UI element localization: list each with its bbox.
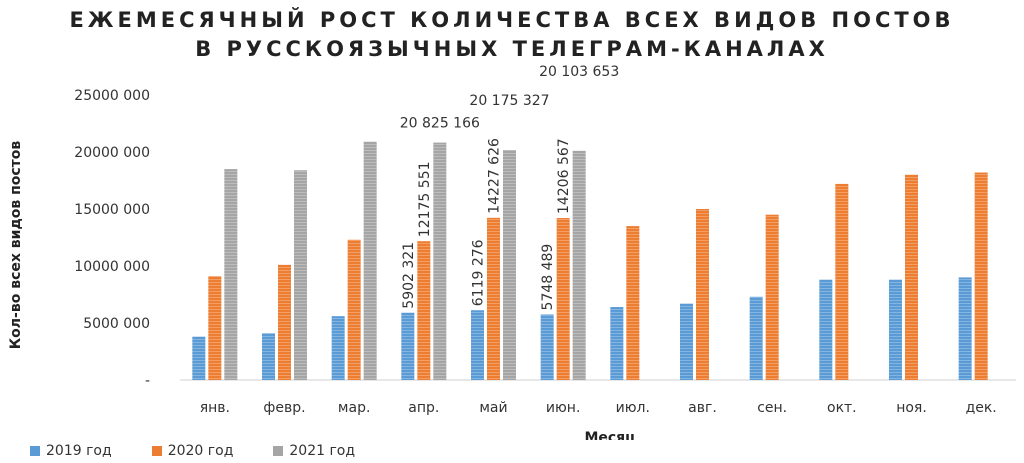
bar-texture (433, 142, 447, 380)
bar-texture (487, 217, 500, 380)
data-label: 14227 626 (487, 138, 503, 214)
legend-label: 2021 год (289, 443, 356, 459)
bar-texture (417, 241, 431, 380)
legend-swatch (273, 446, 284, 456)
x-tick-label: февр. (263, 400, 305, 416)
bar-texture (294, 170, 307, 380)
legend-swatch (151, 446, 162, 456)
y-tick-label: 20000 000 (74, 145, 150, 161)
legend-item: 2019 год (30, 443, 112, 459)
bar-texture (363, 141, 377, 380)
bar-texture (347, 239, 361, 380)
legend-item: 2020 год (151, 443, 234, 459)
chart-title-line-1: ЕЖЕМЕСЯЧНЫЙ РОСТ КОЛИЧЕСТВА ВСЕХ ВИДОВ П… (69, 8, 955, 32)
bar-texture (905, 174, 918, 380)
x-tick-label: янв. (200, 400, 230, 416)
bar-texture (192, 336, 206, 380)
bar-texture (626, 226, 640, 380)
x-tick-label: мар. (338, 400, 370, 416)
legend-label: 2019 год (46, 443, 112, 459)
y-tick-label: 25000 000 (74, 88, 150, 104)
bar-texture (401, 312, 415, 380)
bar-texture (572, 150, 586, 380)
y-tick-label: 10000 000 (74, 259, 150, 275)
bar-chart: - 5000 000 10000 000 15000 000 20000 000 2500… (8, 64, 1016, 440)
legend-item: 2021 год (273, 443, 355, 459)
data-label: 20 103 653 (539, 64, 619, 80)
y-tick-label: 5000 000 (83, 316, 150, 332)
data-label: 20 175 327 (469, 93, 549, 109)
bar-texture (331, 316, 345, 380)
bar-texture (262, 333, 275, 380)
bar-texture (556, 218, 570, 380)
x-tick-label: июн. (546, 400, 581, 416)
data-label: 12175 551 (417, 161, 433, 237)
legend-swatch (30, 446, 40, 456)
bar-texture (749, 296, 763, 380)
bar-texture (278, 264, 291, 380)
bar-texture (610, 307, 624, 380)
y-axis-title: Кол-во всех видов постов (8, 141, 24, 350)
bar-texture (208, 276, 222, 380)
x-tick-label: дек. (966, 400, 997, 416)
bar-texture (224, 169, 238, 380)
bar-texture (503, 150, 516, 380)
bar-texture (471, 310, 484, 380)
chart-title-line-2: В РУССКОЯЗЫЧНЫХ ТЕЛЕГРАМ-КАНАЛАХ (195, 37, 829, 61)
bar-texture (696, 209, 709, 380)
bar-texture (765, 214, 779, 380)
x-tick-label: сен. (757, 400, 787, 416)
bar-texture (958, 277, 972, 380)
bar-texture (540, 314, 554, 380)
bar-texture (680, 303, 693, 380)
data-label: 14206 567 (556, 138, 572, 214)
x-axis-title: Месяц (584, 430, 635, 440)
x-tick-label: авг. (688, 400, 717, 416)
x-tick-label: июл. (616, 400, 650, 416)
data-label: 5902 321 (401, 242, 417, 309)
x-tick-label: ноя. (896, 400, 927, 416)
chart-title: ЕЖЕМЕСЯЧНЫЙ РОСТ КОЛИЧЕСТВА ВСЕХ ВИДОВ П… (0, 6, 1024, 64)
y-tick-label: - (145, 373, 150, 389)
x-tick-label: май (479, 400, 507, 416)
legend: 2019 год 2020 год 2021 год (30, 440, 395, 462)
y-tick-label: 15000 000 (74, 202, 150, 218)
data-label: 6119 276 (471, 239, 487, 306)
bar-texture (889, 279, 902, 380)
bar-texture (974, 172, 988, 380)
data-label: 5748 489 (540, 244, 556, 311)
x-tick-label: окт. (827, 400, 857, 416)
x-tick-label: апр. (408, 400, 439, 416)
bar-texture (835, 183, 849, 380)
legend-label: 2020 год (167, 443, 234, 459)
bar-texture (819, 279, 833, 380)
data-label: 20 825 166 (400, 116, 480, 132)
